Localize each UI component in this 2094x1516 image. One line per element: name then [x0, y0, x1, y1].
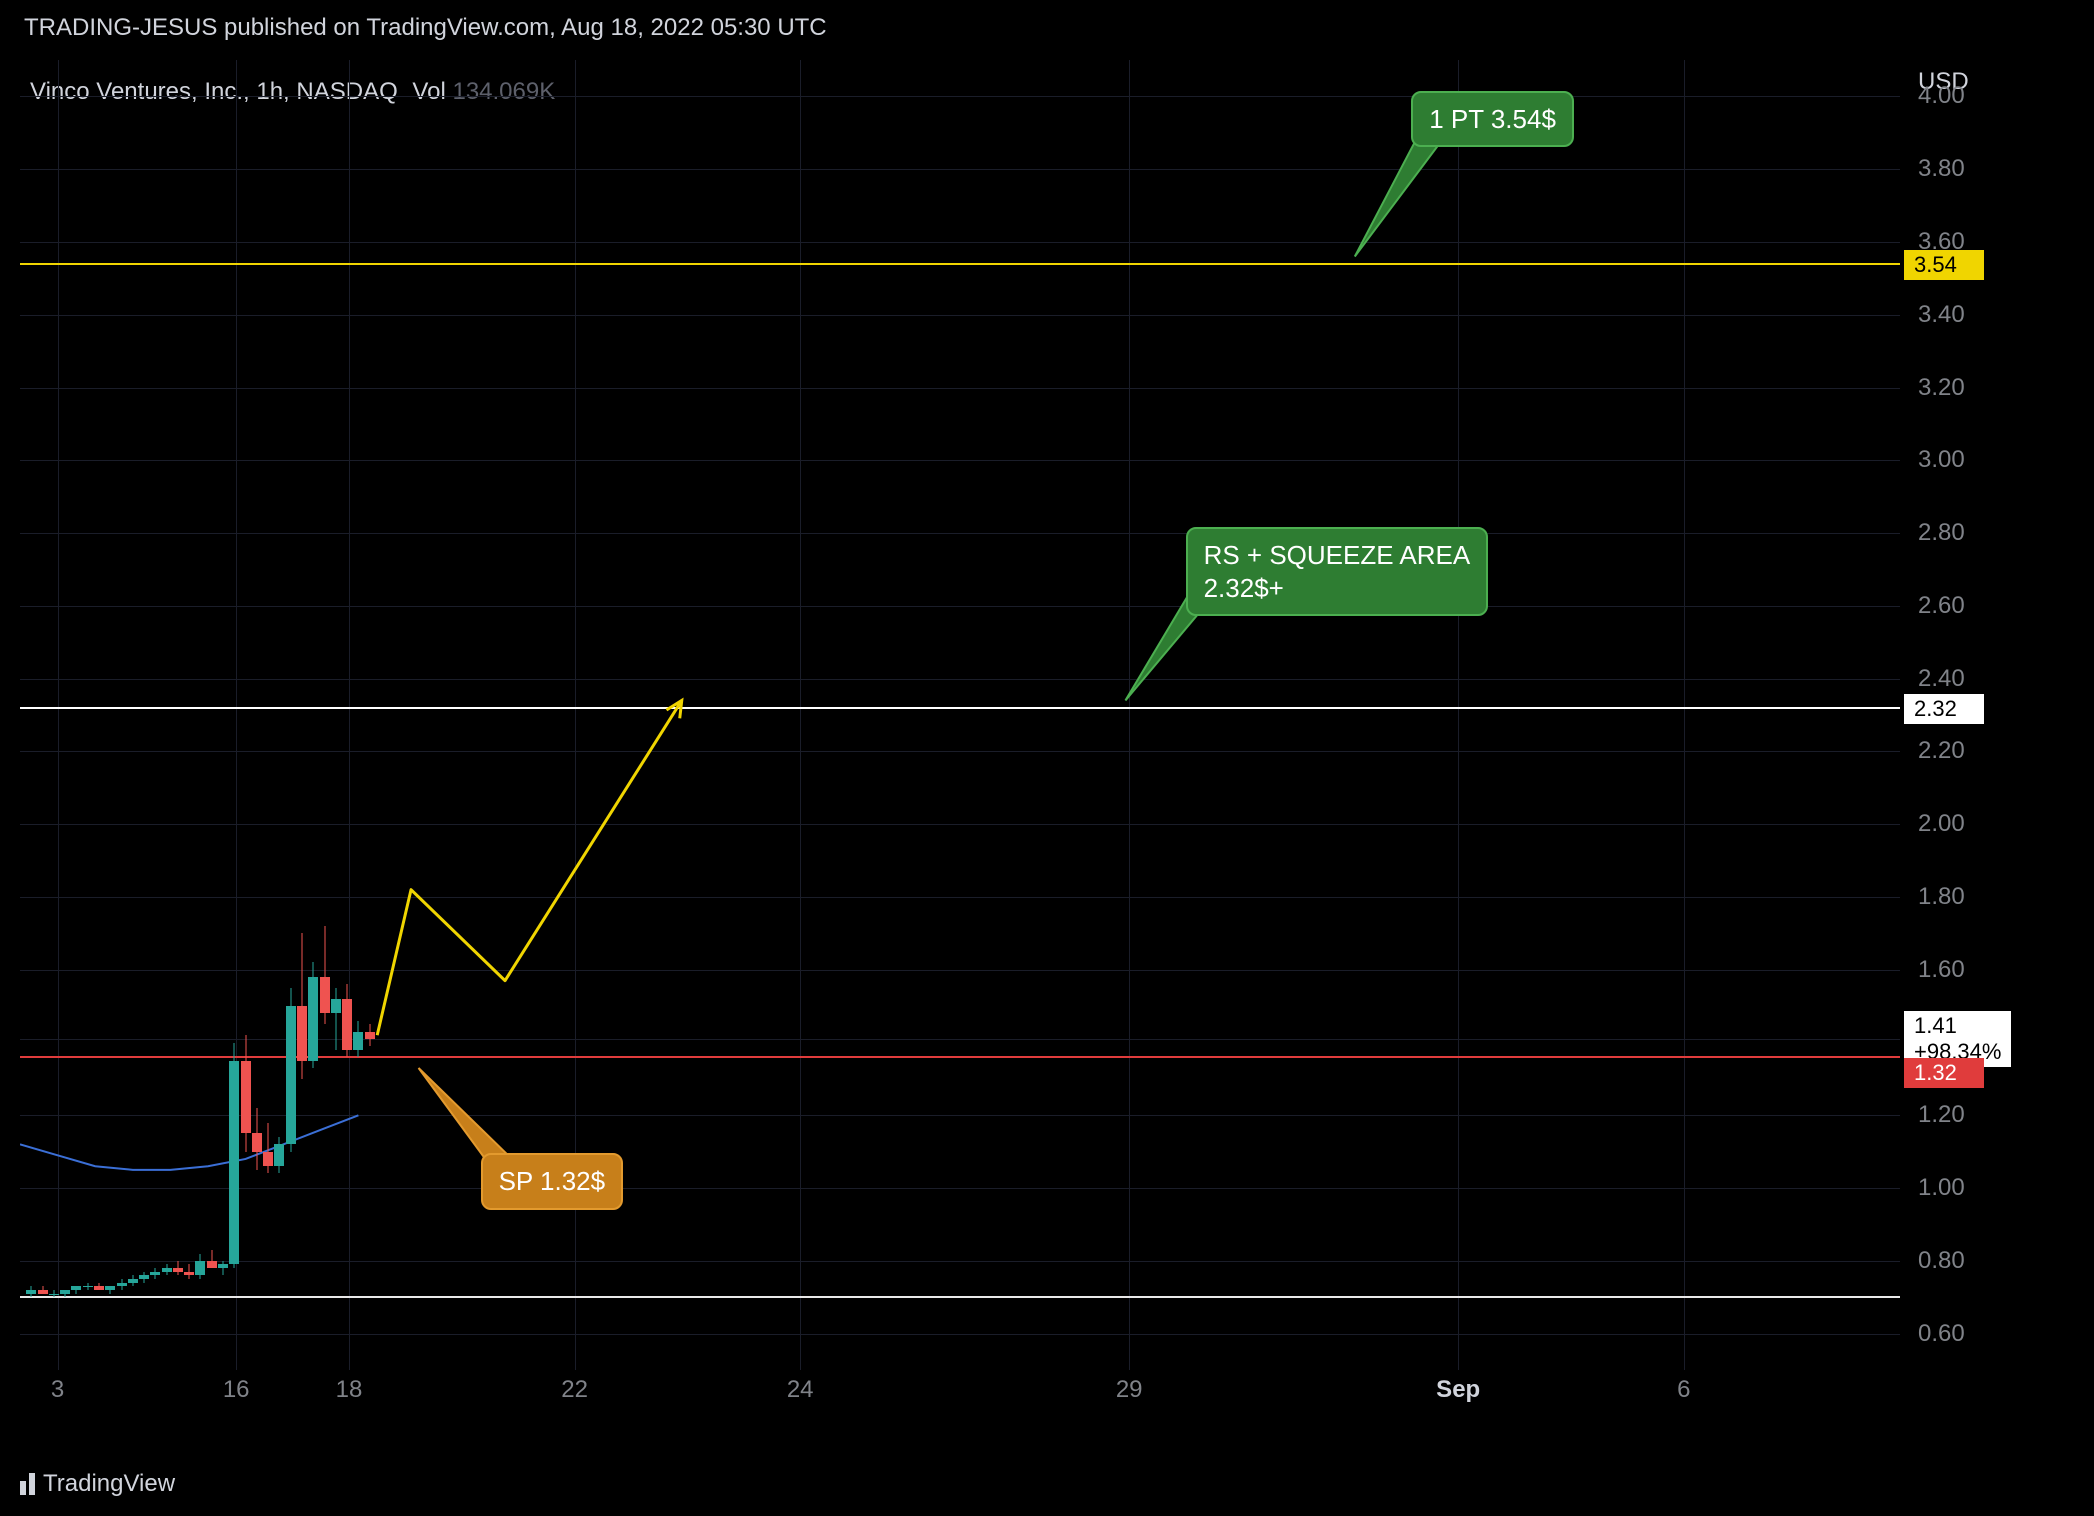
- callout-sp[interactable]: SP 1.32$: [481, 1153, 624, 1210]
- candlestick[interactable]: [117, 1279, 127, 1290]
- y-tick-label: 1.00: [1918, 1174, 1965, 1202]
- candlestick[interactable]: [162, 1264, 172, 1275]
- candlestick[interactable]: [320, 926, 330, 1024]
- candlestick[interactable]: [38, 1286, 48, 1293]
- candlestick[interactable]: [353, 1021, 363, 1057]
- candlestick[interactable]: [71, 1286, 81, 1293]
- candlestick[interactable]: [128, 1275, 138, 1286]
- horizontal-level-line[interactable]: [20, 707, 1900, 709]
- grid-line-h: [20, 96, 1900, 97]
- y-tick-label: 3.20: [1918, 374, 1965, 402]
- grid-line-h: [20, 1334, 1900, 1335]
- price-tag: 2.32: [1904, 694, 1984, 724]
- callout-pt1[interactable]: 1 PT 3.54$: [1411, 91, 1574, 148]
- candlestick[interactable]: [83, 1283, 93, 1290]
- y-tick-label: 3.40: [1918, 301, 1965, 329]
- y-tick-label: 1.20: [1918, 1101, 1965, 1129]
- candlestick[interactable]: [331, 988, 341, 1050]
- y-tick-label: 2.60: [1918, 592, 1965, 620]
- grid-line-v: [1684, 60, 1685, 1370]
- candlestick[interactable]: [139, 1272, 149, 1283]
- candlestick[interactable]: [274, 1137, 284, 1173]
- candlestick[interactable]: [26, 1286, 36, 1297]
- candlestick[interactable]: [150, 1268, 160, 1279]
- y-tick-label: 2.20: [1918, 737, 1965, 765]
- grid-line-h: [20, 1188, 1900, 1189]
- publish-attribution: TRADING-JESUS published on TradingView.c…: [24, 14, 827, 42]
- y-tick-label: 4.00: [1918, 82, 1965, 110]
- tradingview-logo-icon: [20, 1473, 35, 1495]
- grid-line-h: [20, 533, 1900, 534]
- callout-tail: [20, 60, 1900, 1370]
- candlestick[interactable]: [252, 1108, 262, 1170]
- grid-line-h: [20, 315, 1900, 316]
- y-tick-label: 2.40: [1918, 665, 1965, 693]
- candlestick[interactable]: [60, 1290, 70, 1297]
- candlestick[interactable]: [297, 933, 307, 1079]
- x-tick-label: 22: [561, 1376, 588, 1404]
- grid-line-v: [349, 60, 350, 1370]
- grid-line-h: [20, 824, 1900, 825]
- candlestick[interactable]: [365, 1024, 375, 1046]
- candlestick[interactable]: [105, 1286, 115, 1293]
- candlestick[interactable]: [342, 984, 352, 1057]
- x-tick-label: 24: [787, 1376, 814, 1404]
- candlestick[interactable]: [308, 962, 318, 1068]
- grid-line-v: [1129, 60, 1130, 1370]
- candlestick[interactable]: [94, 1283, 104, 1290]
- watermark-text: TradingView: [43, 1470, 175, 1498]
- tradingview-watermark: TradingView: [20, 1470, 175, 1498]
- y-tick-label: 1.60: [1918, 956, 1965, 984]
- price-tag: 1.32: [1904, 1058, 1984, 1088]
- price-tag: 3.54: [1904, 250, 1984, 280]
- y-tick-label: 2.00: [1918, 810, 1965, 838]
- price-chart[interactable]: 1 PT 3.54$ RS + SQUEEZE AREA2.32$+ SP 1.32…: [20, 60, 1900, 1370]
- candlestick[interactable]: [184, 1264, 194, 1279]
- candlestick[interactable]: [218, 1261, 228, 1276]
- grid-line-h: [20, 169, 1900, 170]
- projection-arrow[interactable]: [20, 60, 1900, 1370]
- candlestick[interactable]: [241, 1035, 251, 1151]
- x-tick-label: 29: [1116, 1376, 1143, 1404]
- x-tick-label: 16: [223, 1376, 250, 1404]
- y-tick-label: 0.60: [1918, 1320, 1965, 1348]
- candlestick[interactable]: [229, 1043, 239, 1269]
- callout-tail: [20, 60, 1900, 1370]
- x-tick-label: 18: [336, 1376, 363, 1404]
- y-tick-label: 0.80: [1918, 1247, 1965, 1275]
- candlestick[interactable]: [207, 1250, 217, 1268]
- callout-squeeze[interactable]: RS + SQUEEZE AREA2.32$+: [1186, 527, 1489, 616]
- grid-line-h: [20, 1115, 1900, 1116]
- horizontal-level-line[interactable]: [20, 1296, 1900, 1298]
- x-tick-label: 3: [51, 1376, 64, 1404]
- grid-line-h: [20, 1261, 1900, 1262]
- candlestick[interactable]: [195, 1254, 205, 1279]
- grid-line-h: [20, 460, 1900, 461]
- grid-line-v: [800, 60, 801, 1370]
- grid-line-v: [58, 60, 59, 1370]
- grid-line-h: [20, 242, 1900, 243]
- moving-average-line: [20, 60, 1900, 1370]
- y-tick-label: 1.80: [1918, 883, 1965, 911]
- tradingview-chart-root: TRADING-JESUS published on TradingView.c…: [0, 0, 2094, 1516]
- grid-line-h: [20, 897, 1900, 898]
- candlestick[interactable]: [49, 1290, 59, 1297]
- candlestick[interactable]: [263, 1123, 273, 1174]
- y-axis[interactable]: USD 4.003.803.603.403.203.002.802.602.40…: [1904, 60, 2084, 1370]
- x-tick-label: 6: [1677, 1376, 1690, 1404]
- grid-line-h: [20, 751, 1900, 752]
- grid-line-v: [1458, 60, 1459, 1370]
- x-tick-label: Sep: [1436, 1376, 1480, 1404]
- x-axis[interactable]: 3 16 18 22 24 29 Sep 6: [20, 1376, 1900, 1416]
- grid-line-h: [20, 606, 1900, 607]
- y-tick-label: 3.00: [1918, 446, 1965, 474]
- candlestick[interactable]: [286, 988, 296, 1152]
- grid-line-h: [20, 388, 1900, 389]
- y-tick-label: 3.80: [1918, 155, 1965, 183]
- horizontal-level-line[interactable]: [20, 263, 1900, 265]
- grid-line-h: [20, 679, 1900, 680]
- callout-tail: [20, 60, 1900, 1370]
- candlestick[interactable]: [173, 1261, 183, 1276]
- y-tick-label: 2.80: [1918, 519, 1965, 547]
